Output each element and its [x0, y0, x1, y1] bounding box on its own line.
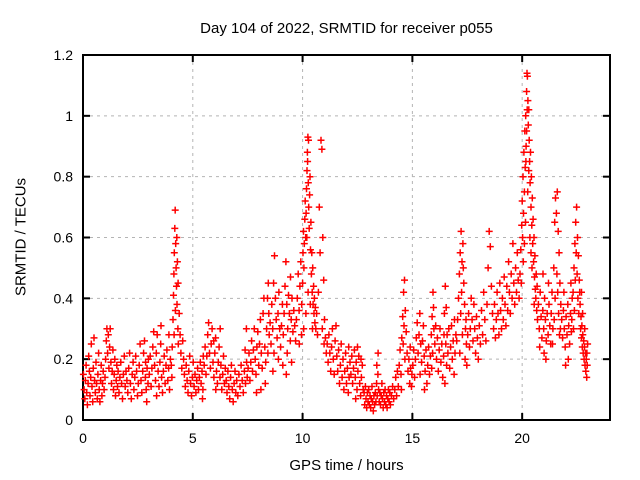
- tick-label: 0: [65, 412, 73, 428]
- tick-label: 0.8: [54, 169, 74, 185]
- chart-title: Day 104 of 2022, SRMTID for receiver p05…: [200, 20, 493, 37]
- tick-labels: 0 5 10 15 20 0 0.2 0.4 0.6 0.8 1 1.2: [54, 47, 531, 446]
- tick-label: 0.4: [54, 290, 74, 306]
- tick-label: 15: [405, 430, 421, 446]
- tick-marks: [82, 54, 610, 421]
- tick-label: 1: [65, 108, 73, 124]
- tick-label: 0: [79, 430, 87, 446]
- tick-label: 5: [189, 430, 197, 446]
- y-axis-label: SRMTID / TECUs: [12, 177, 30, 297]
- tick-label: 20: [514, 430, 530, 446]
- tick-label: 0.6: [54, 230, 74, 246]
- tick-label: 0.2: [54, 351, 74, 367]
- tick-label: 1.2: [54, 47, 74, 63]
- tick-label: 10: [295, 430, 311, 446]
- x-axis-label: GPS time / hours: [289, 457, 404, 474]
- scatter-points: [79, 69, 592, 415]
